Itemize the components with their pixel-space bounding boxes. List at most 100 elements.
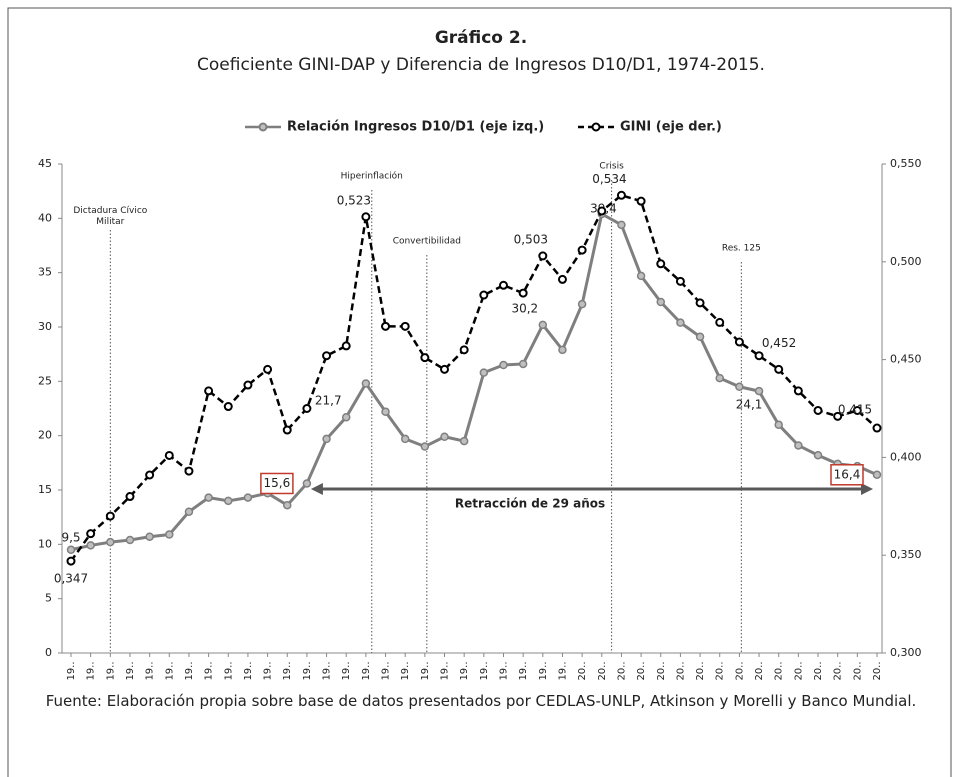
x-tick-label: 20.. bbox=[636, 661, 647, 680]
x-tick-label: 20.. bbox=[754, 661, 765, 680]
point bbox=[636, 271, 646, 281]
point bbox=[440, 364, 450, 374]
x-tick-label: 20.. bbox=[656, 661, 667, 680]
x-tick-label: 19.. bbox=[145, 661, 156, 680]
x-tick-label: 20.. bbox=[616, 661, 627, 680]
data-label: 0,534 bbox=[592, 172, 626, 186]
point bbox=[105, 511, 115, 521]
x-tick-label: 19.. bbox=[204, 661, 215, 680]
point bbox=[636, 196, 646, 206]
point bbox=[715, 373, 724, 383]
x-tick-label: 20.. bbox=[695, 661, 706, 680]
y2-tick-label: 0,350 bbox=[890, 548, 922, 561]
point bbox=[499, 360, 508, 370]
point bbox=[381, 407, 390, 417]
point bbox=[184, 507, 194, 516]
point bbox=[518, 359, 528, 369]
point bbox=[852, 405, 862, 415]
point bbox=[263, 364, 273, 374]
point bbox=[557, 274, 567, 284]
point bbox=[145, 532, 154, 541]
point bbox=[282, 425, 292, 435]
legend-marker bbox=[258, 122, 268, 132]
y2-tick-label: 0,550 bbox=[890, 157, 922, 170]
x-tick-label: 19.. bbox=[361, 661, 372, 680]
point bbox=[165, 530, 174, 539]
point bbox=[734, 337, 744, 347]
data-label: 24,1 bbox=[736, 398, 763, 412]
point bbox=[597, 206, 607, 216]
point bbox=[341, 412, 351, 422]
point bbox=[872, 470, 882, 480]
point bbox=[302, 404, 312, 413]
chart-subtitle: Coeficiente GINI-DAP y Diferencia de Ing… bbox=[197, 55, 765, 75]
point bbox=[794, 441, 803, 450]
x-tick-label: 19.. bbox=[164, 661, 175, 680]
x-tick-label: 19.. bbox=[86, 661, 97, 680]
point bbox=[813, 405, 823, 415]
data-label: 15,6 bbox=[264, 476, 291, 490]
x-tick-label: 19.. bbox=[66, 661, 77, 680]
x-tick-label: 20.. bbox=[715, 661, 726, 680]
point bbox=[459, 436, 469, 446]
point bbox=[617, 220, 626, 230]
point bbox=[538, 251, 548, 261]
point bbox=[164, 450, 174, 460]
point bbox=[66, 556, 76, 566]
data-label: 21,7 bbox=[315, 394, 342, 408]
data-label: 0,523 bbox=[337, 193, 371, 207]
point bbox=[86, 541, 95, 550]
x-tick-label: 20.. bbox=[813, 661, 824, 680]
point bbox=[341, 341, 351, 351]
y-tick-label: 45 bbox=[38, 157, 52, 170]
point bbox=[243, 493, 253, 502]
x-tick-label: 20.. bbox=[833, 661, 844, 680]
x-tick-label: 19.. bbox=[420, 661, 431, 680]
point bbox=[538, 320, 548, 330]
y-tick-label: 25 bbox=[38, 374, 52, 387]
point bbox=[322, 434, 331, 444]
x-tick-label: 19.. bbox=[498, 661, 509, 680]
y-tick-label: 35 bbox=[38, 266, 52, 279]
arrow-head bbox=[310, 483, 323, 495]
point bbox=[813, 450, 823, 460]
point bbox=[577, 245, 587, 255]
x-tick-label: 19.. bbox=[459, 661, 470, 680]
point bbox=[616, 190, 626, 200]
point bbox=[479, 368, 489, 377]
annotation: Res. 125 bbox=[722, 244, 761, 254]
y-tick-label: 30 bbox=[38, 320, 52, 333]
point bbox=[361, 212, 371, 222]
y-tick-label: 0 bbox=[45, 646, 52, 659]
point bbox=[695, 332, 705, 342]
legend-label: GINI (eje der.) bbox=[620, 120, 722, 135]
point bbox=[754, 351, 764, 361]
x-tick-label: 19.. bbox=[302, 661, 313, 680]
point bbox=[204, 386, 214, 396]
arrow-head bbox=[861, 483, 873, 495]
label-box bbox=[260, 472, 294, 495]
point bbox=[125, 492, 135, 502]
point bbox=[282, 500, 292, 510]
data-label: 16,4 bbox=[834, 467, 861, 481]
x-tick-label: 20.. bbox=[872, 661, 883, 680]
point bbox=[498, 280, 508, 290]
x-tick-label: 20.. bbox=[774, 661, 785, 680]
point bbox=[459, 345, 469, 355]
y-tick-label: 10 bbox=[38, 537, 52, 550]
x-tick-label: 19.. bbox=[518, 661, 529, 680]
x-tick-label: 19.. bbox=[440, 661, 451, 680]
legend-label: Relación Ingresos D10/D1 (eje izq.) bbox=[287, 120, 544, 135]
x-tick-label: 20.. bbox=[734, 661, 745, 680]
y2-tick-label: 0,450 bbox=[890, 353, 922, 366]
point bbox=[715, 317, 725, 327]
x-tick-label: 19.. bbox=[538, 661, 549, 680]
point bbox=[479, 290, 489, 300]
data-label: 0,503 bbox=[514, 232, 548, 246]
x-tick-label: 20.. bbox=[597, 661, 608, 680]
point bbox=[518, 288, 528, 298]
x-tick-label: 19.. bbox=[322, 661, 333, 680]
point bbox=[223, 402, 233, 412]
